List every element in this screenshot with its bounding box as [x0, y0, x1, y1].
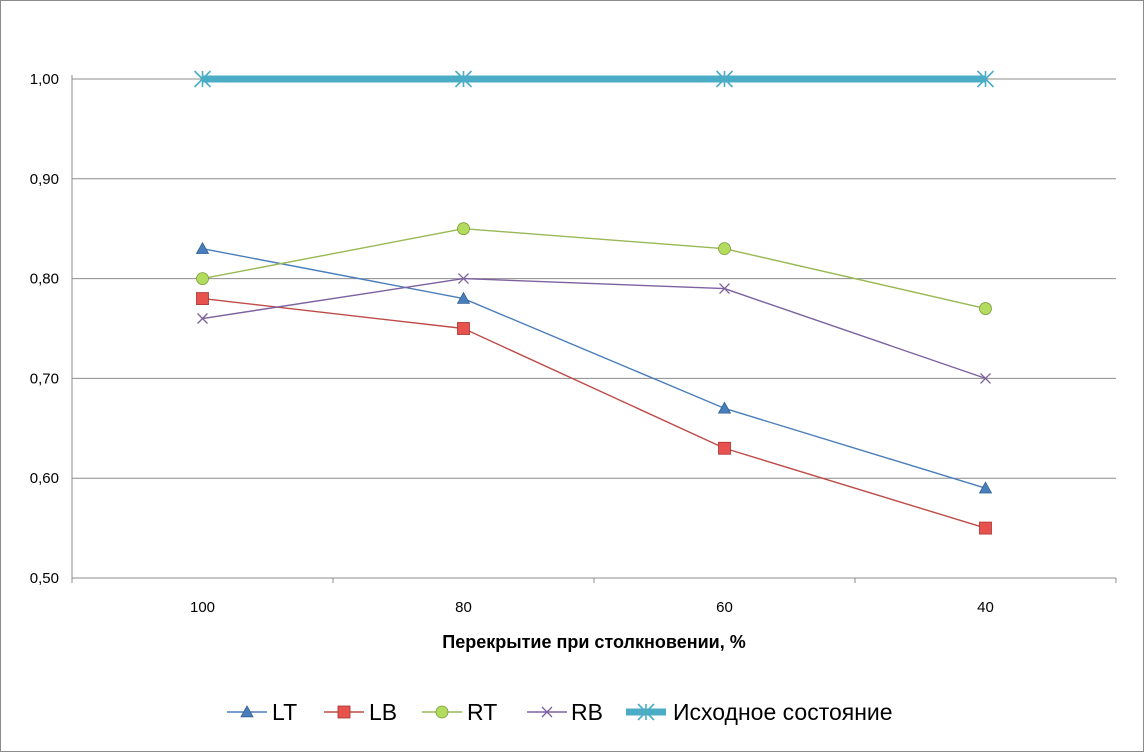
y-tick-label: 0,50: [30, 570, 59, 587]
legend-item-rt: RT: [422, 699, 497, 725]
square-marker: [718, 441, 731, 455]
x-axis-label: Перекрытие при столкновении, %: [442, 632, 745, 652]
triangle-marker: [195, 241, 210, 254]
legend-label: RT: [467, 699, 497, 725]
square-marker: [337, 705, 351, 719]
x-tick-label: 60: [716, 599, 733, 616]
legend-label: LT: [272, 699, 297, 725]
series-исходное-состояние: [193, 70, 995, 88]
triangle-marker: [978, 481, 993, 494]
legend: LT LB RT RB Исходное состояние: [227, 699, 893, 725]
x-tick-label: 40: [977, 599, 994, 616]
square-marker: [979, 521, 992, 535]
star-marker: [715, 70, 734, 88]
star-marker: [637, 703, 655, 721]
circle-marker: [435, 705, 449, 719]
series-rt: [196, 222, 992, 315]
x-tick-label: 80: [455, 599, 472, 616]
y-tick-label: 0,60: [30, 470, 59, 487]
y-tick-label: 0,90: [30, 171, 59, 188]
triangle-marker: [240, 705, 254, 718]
x-marker: [197, 313, 208, 324]
legend-item-lb: LB: [324, 699, 397, 725]
series-layer: [193, 70, 995, 535]
series-line: [202, 247, 986, 489]
circle-marker: [457, 222, 470, 236]
series-line: [202, 277, 986, 380]
series-line: [202, 227, 986, 310]
x-tick-labels: 100 80 60 40: [190, 599, 994, 616]
star-marker: [976, 70, 995, 88]
legend-label: LB: [369, 699, 397, 725]
x-tick-label: 100: [190, 599, 215, 616]
x-marker: [980, 372, 991, 384]
gridlines: [72, 78, 1116, 479]
series-line: [202, 297, 986, 529]
axes: [71, 75, 1117, 583]
legend-label: Исходное состояние: [673, 699, 893, 725]
legend-item-исходное-состояние: Исходное состояние: [626, 699, 893, 725]
star-marker: [193, 70, 212, 88]
legend-item-lt: LT: [227, 699, 297, 725]
series-rb: [197, 273, 991, 384]
y-tick-label: 1,00: [30, 71, 59, 88]
circle-marker: [196, 272, 209, 286]
x-marker: [541, 706, 553, 718]
circle-marker: [979, 302, 992, 315]
star-marker: [454, 70, 473, 88]
triangle-marker: [717, 401, 732, 414]
legend-label: RB: [571, 699, 603, 725]
y-tick-label: 0,70: [30, 370, 59, 387]
series-lb: [196, 292, 992, 535]
y-tick-label: 0,80: [30, 271, 59, 288]
square-marker: [196, 292, 209, 305]
x-marker: [719, 283, 730, 295]
legend-item-rb: RB: [527, 699, 603, 725]
series-lt: [195, 241, 993, 494]
circle-marker: [718, 242, 731, 256]
triangle-marker: [456, 291, 471, 304]
square-marker: [457, 322, 470, 335]
x-marker: [458, 273, 469, 285]
y-tick-labels: 0,50 0,60 0,70 0,80 0,90 1,00: [30, 71, 59, 587]
